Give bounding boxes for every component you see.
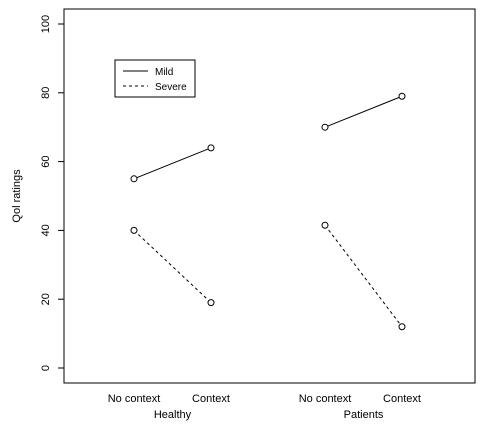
series-line-severe: [133, 230, 212, 304]
data-point-severe: [398, 323, 406, 331]
legend-label-severe: Severe: [155, 82, 187, 93]
group-label: Patients: [344, 409, 384, 421]
y-ticks: 0 20 40 60 80 100: [40, 15, 64, 371]
data-point-severe: [207, 299, 215, 307]
y-tick-label: 0: [40, 365, 52, 371]
data-point-severe: [130, 226, 138, 234]
y-tick-label: 80: [40, 87, 52, 99]
group-label: Healthy: [154, 409, 192, 421]
category-label: Context: [383, 393, 421, 405]
legend: Mild Severe: [114, 59, 196, 98]
data-point-mild: [398, 92, 406, 100]
series-line-mild: [133, 147, 212, 180]
data-point-severe: [321, 221, 329, 229]
category-label: No context: [299, 393, 352, 405]
data-point-mild: [207, 144, 215, 152]
data-point-mild: [130, 175, 138, 183]
y-tick-label: 60: [40, 155, 52, 167]
legend-box: [114, 59, 196, 98]
series-line-mild: [324, 95, 403, 128]
y-tick-label: 40: [40, 224, 52, 236]
legend-label-mild: Mild: [155, 67, 173, 78]
data-point-mild: [321, 123, 329, 131]
category-label: No context: [108, 393, 161, 405]
category-label: Context: [192, 393, 230, 405]
y-tick-label: 100: [40, 15, 52, 33]
y-axis-label: Qol ratings: [11, 169, 23, 223]
series-layer: [130, 92, 406, 331]
y-tick-label: 20: [40, 293, 52, 305]
series-line-severe: [324, 224, 403, 328]
